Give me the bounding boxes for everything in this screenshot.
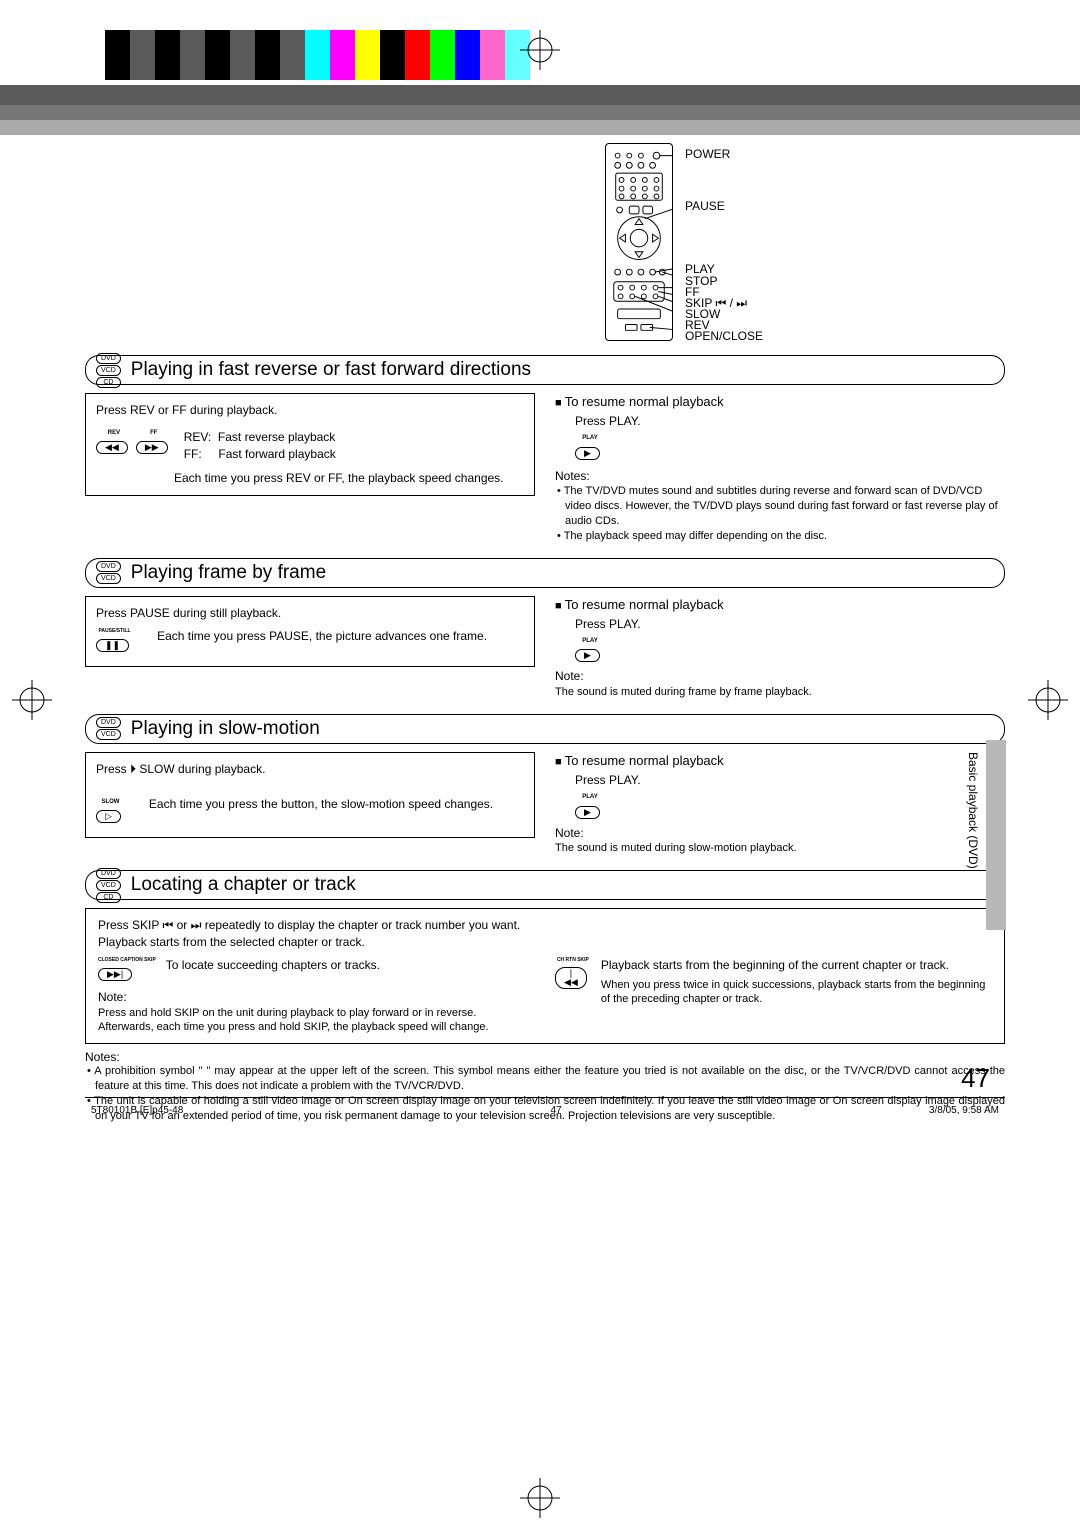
slow-button-icon: ▷ [96, 810, 121, 823]
page-number: 47 [961, 1063, 990, 1094]
skip-fwd-button-icon: ▶▶| [98, 968, 132, 981]
resume-text: Press PLAY. [575, 413, 1005, 430]
note-heading: Note: [555, 668, 1005, 685]
instruction-detail: Each time you press PAUSE, the picture a… [157, 628, 487, 645]
notes-heading: Notes: [555, 468, 1005, 485]
side-tab-label: Basic playback (DVD) [966, 752, 980, 869]
remote-outline [605, 143, 673, 341]
footer-left: 5T80101B [E]p45-48 [91, 1105, 183, 1116]
note-text: The sound is muted during slow-motion pl… [555, 841, 1005, 856]
registration-mark-left [12, 680, 52, 720]
disc-badges: DVDVCDCD [96, 868, 121, 903]
registration-mark-bottom [520, 1478, 560, 1518]
ff-desc-label: FF: [184, 447, 202, 461]
gray-band [0, 85, 1080, 135]
section-header-slow: DVDVCD Playing in slow-motion [85, 714, 1005, 744]
note-text: • The playback speed may differ dependin… [555, 529, 1005, 544]
pause-button-label: PAUSE/STILL [96, 628, 133, 635]
instruction-text: Press ⏵ SLOW during playback. [96, 761, 524, 778]
section-header-frame: DVDVCD Playing frame by frame [85, 558, 1005, 588]
instruction-text: Press REV or FF during playback. [96, 402, 524, 419]
color-calibration-bar [105, 30, 530, 80]
section-title: Playing in fast reverse or fast forward … [131, 359, 531, 381]
page-content: POWER PAUSE PLAY STOP FF SKIP ⏮ / ⏭ SLOW… [85, 140, 1005, 1124]
instruction-box: Press PAUSE during still playback. PAUSE… [85, 596, 535, 667]
note-text: Afterwards, each time you press and hold… [98, 1020, 535, 1035]
skip-back-desc2: When you press twice in quick succession… [601, 978, 992, 1008]
skip-fwd-desc: To locate succeeding chapters or tracks. [166, 957, 380, 983]
slow-button-label: SLOW [96, 798, 125, 806]
instruction-box: Press REV or FF during playback. REV ◀◀ F… [85, 393, 535, 496]
section-header-fastscan: DVDVCDCD Playing in fast reverse or fast… [85, 355, 1005, 385]
instruction-text: Playback starts from the selected chapte… [98, 934, 992, 951]
remote-label-power: POWER [685, 147, 730, 161]
footer-divider [85, 1097, 1005, 1098]
rev-button-icon: ◀◀ [96, 441, 128, 454]
pause-button-icon: ❚❚ [96, 639, 129, 652]
skip-back-desc: Playback starts from the beginning of th… [601, 957, 992, 974]
notes-heading: Notes: [85, 1050, 1005, 1064]
instruction-detail: Each time you press the button, the slow… [149, 796, 493, 813]
play-button-icon: ▶ [575, 649, 600, 662]
print-header [0, 0, 1080, 140]
ff-desc: Fast forward playback [218, 447, 335, 461]
resume-text: Press PLAY. [575, 616, 1005, 633]
resume-text: Press PLAY. [575, 772, 1005, 789]
ff-button-icon: ▶▶ [136, 441, 168, 454]
skip-fwd-button-label: CLOSED CAPTION SKIP [98, 957, 156, 964]
note-heading: Note: [98, 989, 535, 1006]
rev-desc-label: REV: [184, 430, 212, 444]
instruction-text: Press PAUSE during still playback. [96, 605, 524, 622]
resume-heading: To resume normal playback [555, 596, 1005, 614]
section-title: Playing frame by frame [131, 562, 326, 584]
ff-button-label: FF [136, 429, 172, 437]
section-title: Playing in slow-motion [131, 718, 320, 740]
section-title: Locating a chapter or track [131, 874, 356, 896]
instruction-box: Press ⏵ SLOW during playback. SLOW ▷ Each… [85, 752, 535, 838]
note-text: The sound is muted during frame by frame… [555, 685, 1005, 700]
skip-back-button-label: CH RTN SKIP [555, 957, 591, 964]
resume-heading: To resume normal playback [555, 393, 1005, 411]
disc-badges: DVDVCD [96, 561, 121, 584]
instruction-detail: Each time you press REV or FF, the playb… [174, 470, 524, 487]
rev-button-label: REV [96, 429, 132, 437]
play-button-icon: ▶ [575, 806, 600, 819]
play-button-label: PLAY [575, 637, 605, 645]
remote-label-openclose: OPEN/CLOSE [685, 329, 763, 343]
side-tab [986, 740, 1006, 930]
footer: 5T80101B [E]p45-48 47 3/8/05, 9:58 AM [85, 1105, 1005, 1116]
play-button-label: PLAY [575, 434, 605, 442]
note-text: Press and hold SKIP on the unit during p… [98, 1006, 535, 1021]
play-button-label: PLAY [575, 793, 605, 801]
footer-right: 3/8/05, 9:58 AM [929, 1105, 999, 1116]
section-header-locate: DVDVCDCD Locating a chapter or track [85, 870, 1005, 900]
disc-badges: DVDVCDCD [96, 353, 121, 388]
note-text: • A prohibition symbol " " may appear at… [85, 1064, 1005, 1094]
disc-badges: DVDVCD [96, 717, 121, 740]
registration-mark-top [520, 30, 560, 70]
remote-label-pause: PAUSE [685, 199, 725, 213]
registration-mark-right [1028, 680, 1068, 720]
rev-desc: Fast reverse playback [218, 430, 335, 444]
instruction-text: Press SKIP ⏮ or ⏭ repeatedly to display … [98, 917, 992, 934]
skip-back-button-icon: |◀◀ [555, 967, 587, 989]
footer-center: 47 [551, 1105, 562, 1116]
instruction-box: Press SKIP ⏮ or ⏭ repeatedly to display … [85, 908, 1005, 1044]
resume-heading: To resume normal playback [555, 752, 1005, 770]
play-button-icon: ▶ [575, 447, 600, 460]
remote-diagram: POWER PAUSE PLAY STOP FF SKIP ⏮ / ⏭ SLOW… [605, 143, 985, 343]
note-heading: Note: [555, 825, 1005, 842]
note-text: • The TV/DVD mutes sound and subtitles d… [555, 484, 1005, 529]
